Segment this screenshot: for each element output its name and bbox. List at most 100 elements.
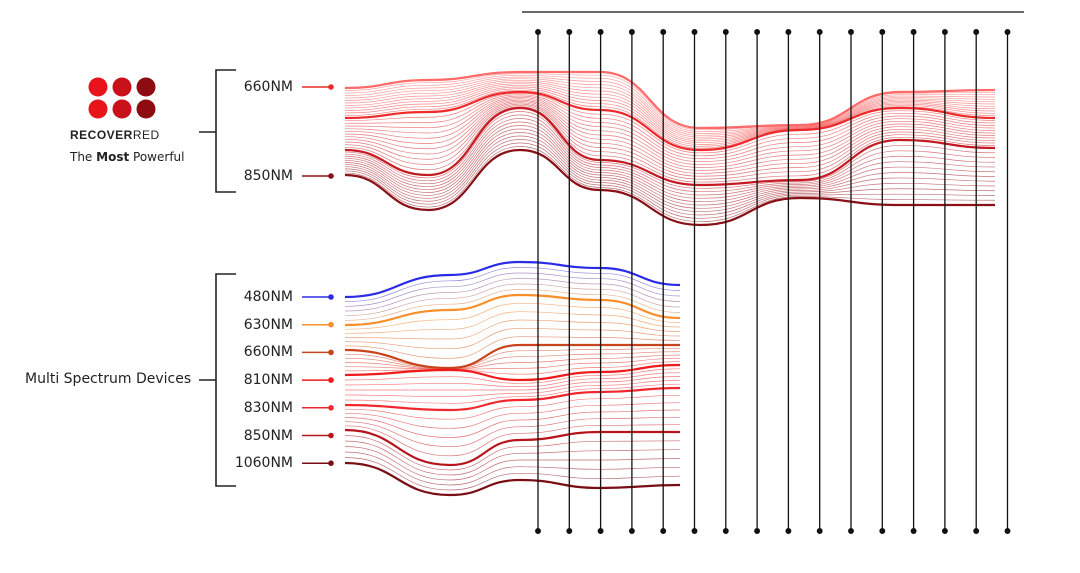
wave-line-group1 — [344, 96, 996, 163]
line-dot — [566, 29, 573, 35]
line-dot — [910, 528, 917, 534]
brand-logo-dots — [88, 77, 156, 119]
wave-line-group2 — [344, 357, 681, 370]
connector-dot — [328, 432, 334, 439]
wave-line-group2 — [344, 383, 681, 404]
line-dot — [691, 29, 698, 35]
wavelength-label: 830NM — [243, 399, 293, 416]
line-dot — [816, 29, 823, 35]
line-dot — [848, 29, 854, 35]
connector-dot — [328, 460, 334, 467]
wave-line-group1 — [344, 111, 996, 189]
logo-dot — [136, 99, 156, 119]
wave-line-group1 — [344, 76, 996, 134]
wave-line-group2 — [344, 278, 681, 312]
line-dot — [660, 528, 667, 534]
wave-line-group2 — [344, 461, 681, 497]
logo-dot — [88, 77, 108, 97]
wave-line-group1 — [344, 99, 996, 168]
line-dot — [660, 29, 667, 35]
wave-line-group1 — [344, 100, 996, 171]
wave-line-group2 — [344, 272, 681, 307]
wave-line-group1 — [344, 94, 996, 157]
wave-line-group2 — [344, 283, 681, 317]
wave-line-group1 — [344, 104, 996, 180]
brand-name: RECOVERRED — [70, 128, 160, 142]
connector-dot — [328, 84, 334, 90]
bracket-group1 — [199, 69, 236, 193]
line-dot — [597, 29, 604, 35]
wave-line-group2 — [344, 424, 681, 457]
wave-line-group2 — [344, 402, 681, 429]
wave-line-group1 — [344, 89, 996, 149]
wave-line-group2 — [344, 319, 681, 340]
bracket-group2 — [199, 273, 236, 487]
wave-line-group2 — [344, 361, 681, 375]
logo-dot — [112, 99, 132, 119]
line-dot — [754, 29, 761, 35]
wave-line-group2 — [344, 363, 681, 382]
wave-line-group1 — [344, 83, 996, 142]
logo-dot — [136, 77, 156, 97]
wave-line-group1 — [344, 78, 996, 136]
wave-line-group2 — [344, 336, 681, 359]
wavelength-label: 630NM — [243, 316, 293, 333]
wave-line-group1 — [344, 114, 996, 193]
wave-line-group1 — [344, 125, 996, 203]
wave-line-group2 — [344, 347, 681, 369]
brand-tagline: The Most Powerful — [70, 150, 185, 164]
wave-line-group1 — [344, 139, 996, 216]
wave-line-group1 — [344, 73, 996, 131]
wave-line-group2 — [344, 267, 681, 303]
line-dot — [691, 528, 698, 534]
wave-line-group1 — [344, 86, 996, 145]
wave-line-group1 — [344, 88, 996, 147]
wave-line-group1 — [344, 118, 996, 196]
wave-line-group2 — [344, 457, 681, 491]
logo-dot — [112, 77, 132, 97]
wave-line-group1 — [344, 90, 996, 152]
wave-line-group2 — [344, 260, 681, 299]
wave-line-group2 — [344, 409, 681, 438]
wave-line-group1 — [344, 84, 996, 144]
connector-dot — [328, 405, 334, 411]
wave-line-group2 — [345, 376, 681, 391]
wave-line-group1 — [344, 132, 996, 209]
line-dot — [597, 528, 604, 534]
line-dot — [785, 29, 792, 35]
wavelength-label: 850NM — [243, 168, 293, 184]
line-dot — [1004, 29, 1011, 35]
wave-line-group2 — [344, 289, 681, 321]
line-dot — [785, 528, 792, 534]
wave-line-group1 — [344, 135, 996, 213]
wavelength-label: 480NM — [243, 289, 293, 305]
wave-line-group2 — [344, 327, 681, 350]
wavelength-label: 810NM — [243, 372, 293, 389]
line-dot — [973, 528, 980, 534]
wave-line-group2 — [344, 302, 681, 330]
line-dot — [1004, 528, 1011, 534]
line-dot — [535, 29, 541, 35]
wave-line-group2 — [344, 311, 681, 334]
wave-line-group2 — [344, 343, 680, 370]
wave-line-group2 — [344, 293, 681, 327]
wave-line-group2 — [344, 451, 681, 486]
wave-line-group2 — [344, 372, 681, 388]
line-dot — [973, 29, 980, 35]
wave-line-group2 — [344, 386, 681, 412]
line-dot — [754, 528, 761, 534]
line-dot — [879, 528, 886, 534]
wave-line-group1 — [344, 148, 995, 227]
line-dot — [941, 29, 948, 35]
wave-line-group1 — [344, 103, 996, 177]
wave-line-group1 — [344, 70, 996, 130]
wave-line-group2 — [344, 435, 681, 471]
wave-line-group1 — [344, 128, 996, 206]
wave-line-group1 — [344, 106, 996, 183]
group2-title: Multi Spectrum Devices — [25, 371, 192, 387]
connector-dot — [328, 349, 334, 356]
wave-line-group2 — [344, 440, 681, 476]
wave-line-group1 — [344, 98, 996, 165]
wave-line-group1 — [344, 81, 996, 140]
